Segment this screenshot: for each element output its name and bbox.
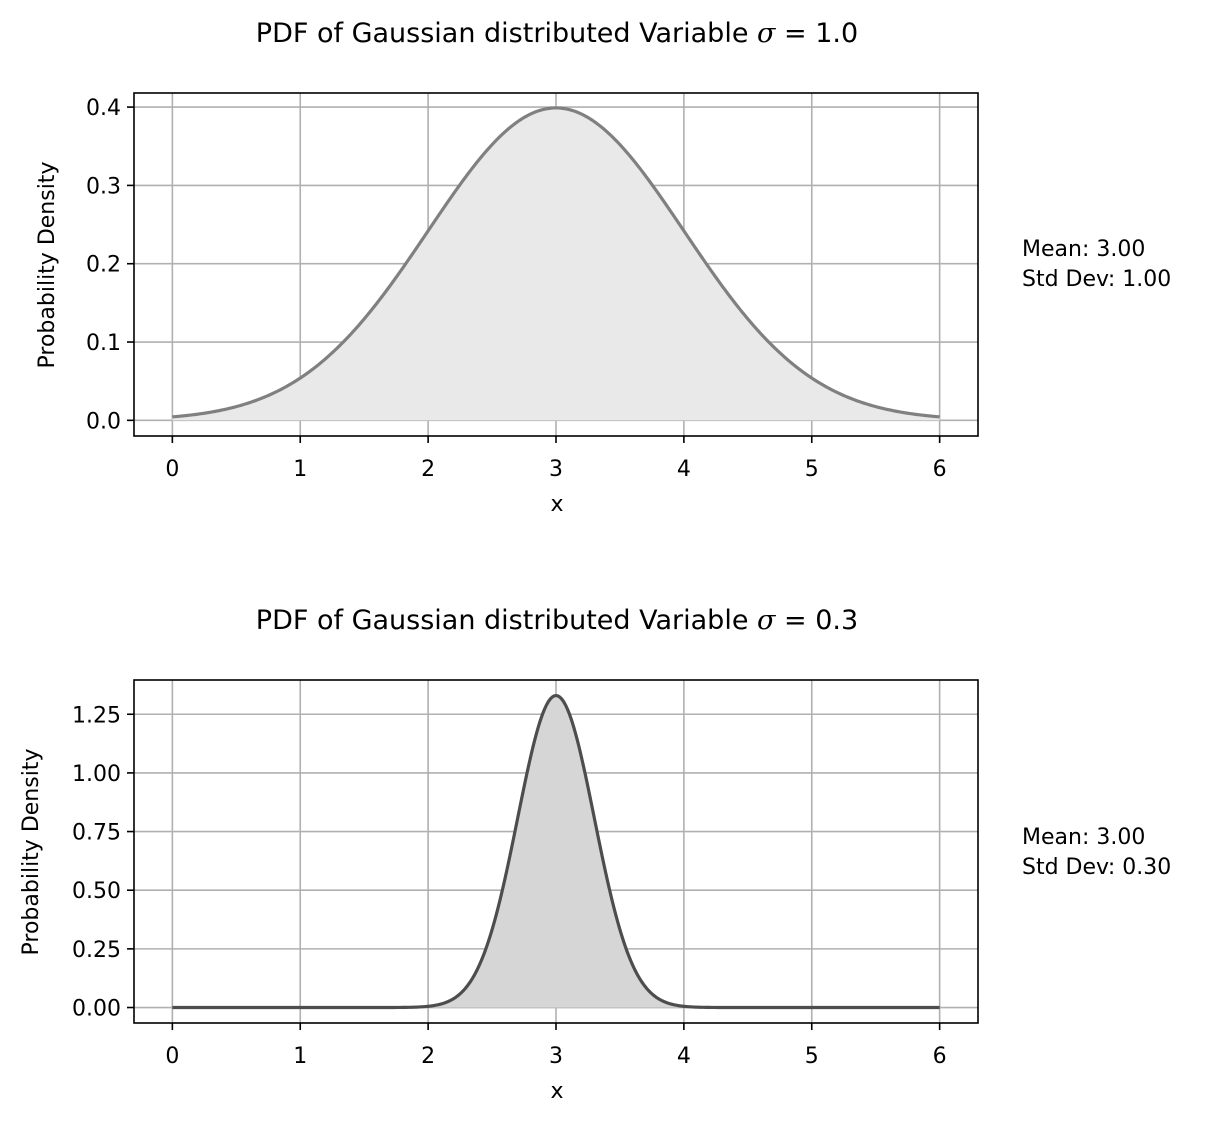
x-tick-label: 1 <box>293 457 307 482</box>
x-ticks: 0 1 2 3 4 5 6 <box>165 1023 947 1069</box>
x-axis-label: x <box>550 492 563 517</box>
x-tick-label: 5 <box>805 457 819 482</box>
stat-mean: Mean: 3.00 <box>1022 237 1145 262</box>
fill-area <box>172 107 940 421</box>
x-tick-label: 5 <box>805 1044 819 1069</box>
x-tick-label: 2 <box>421 457 435 482</box>
area-fill <box>172 695 940 1008</box>
x-tick-label: 3 <box>549 457 563 482</box>
stat-mean: Mean: 3.00 <box>1022 825 1145 850</box>
area-fill <box>172 107 940 421</box>
y-tick-label: 0.25 <box>72 938 121 963</box>
stat-std-dev: Std Dev: 0.30 <box>1022 855 1171 880</box>
pdf-curve <box>172 693 940 1010</box>
y-ticks: 0.0 0.1 0.2 0.3 0.4 <box>86 96 134 434</box>
y-tick-label: 0.00 <box>72 997 121 1022</box>
series-line <box>172 693 940 1010</box>
y-tick-label: 0.3 <box>86 174 121 199</box>
y-tick-label: 1.25 <box>72 703 121 728</box>
series-line <box>172 106 940 419</box>
y-axis-label: Probability Density <box>35 162 60 369</box>
chart-title: PDF of Gaussian distributed Variable σ =… <box>256 605 858 636</box>
x-tick-label: 2 <box>421 1044 435 1069</box>
fill-area <box>172 695 940 1008</box>
pdf-curve <box>172 106 940 419</box>
x-tick-label: 0 <box>165 457 179 482</box>
chart-sigma-1-0: PDF of Gaussian distributed Variable σ =… <box>35 18 1171 517</box>
y-tick-label: 0.0 <box>86 409 121 434</box>
chart-title: PDF of Gaussian distributed Variable σ =… <box>256 18 858 49</box>
y-tick-label: 0.50 <box>72 879 121 904</box>
x-tick-label: 6 <box>933 1044 947 1069</box>
y-tick-label: 0.1 <box>86 331 121 356</box>
x-axis-label: x <box>550 1079 563 1104</box>
y-tick-label: 0.2 <box>86 253 121 278</box>
y-tick-label: 0.4 <box>86 96 121 121</box>
stat-std-dev: Std Dev: 1.00 <box>1022 267 1171 292</box>
x-tick-label: 3 <box>549 1044 563 1069</box>
x-ticks: 0 1 2 3 4 5 6 <box>165 436 947 482</box>
x-tick-label: 4 <box>677 1044 691 1069</box>
y-tick-label: 0.75 <box>72 821 121 846</box>
y-axis-label: Probability Density <box>19 749 44 956</box>
x-tick-label: 0 <box>165 1044 179 1069</box>
x-tick-label: 4 <box>677 457 691 482</box>
x-tick-label: 1 <box>293 1044 307 1069</box>
y-ticks: 0.00 0.25 0.50 0.75 1.00 1.25 <box>72 703 134 1022</box>
y-tick-label: 1.00 <box>72 762 121 787</box>
x-tick-label: 6 <box>933 457 947 482</box>
chart-sigma-0-3: PDF of Gaussian distributed Variable σ =… <box>19 605 1171 1104</box>
